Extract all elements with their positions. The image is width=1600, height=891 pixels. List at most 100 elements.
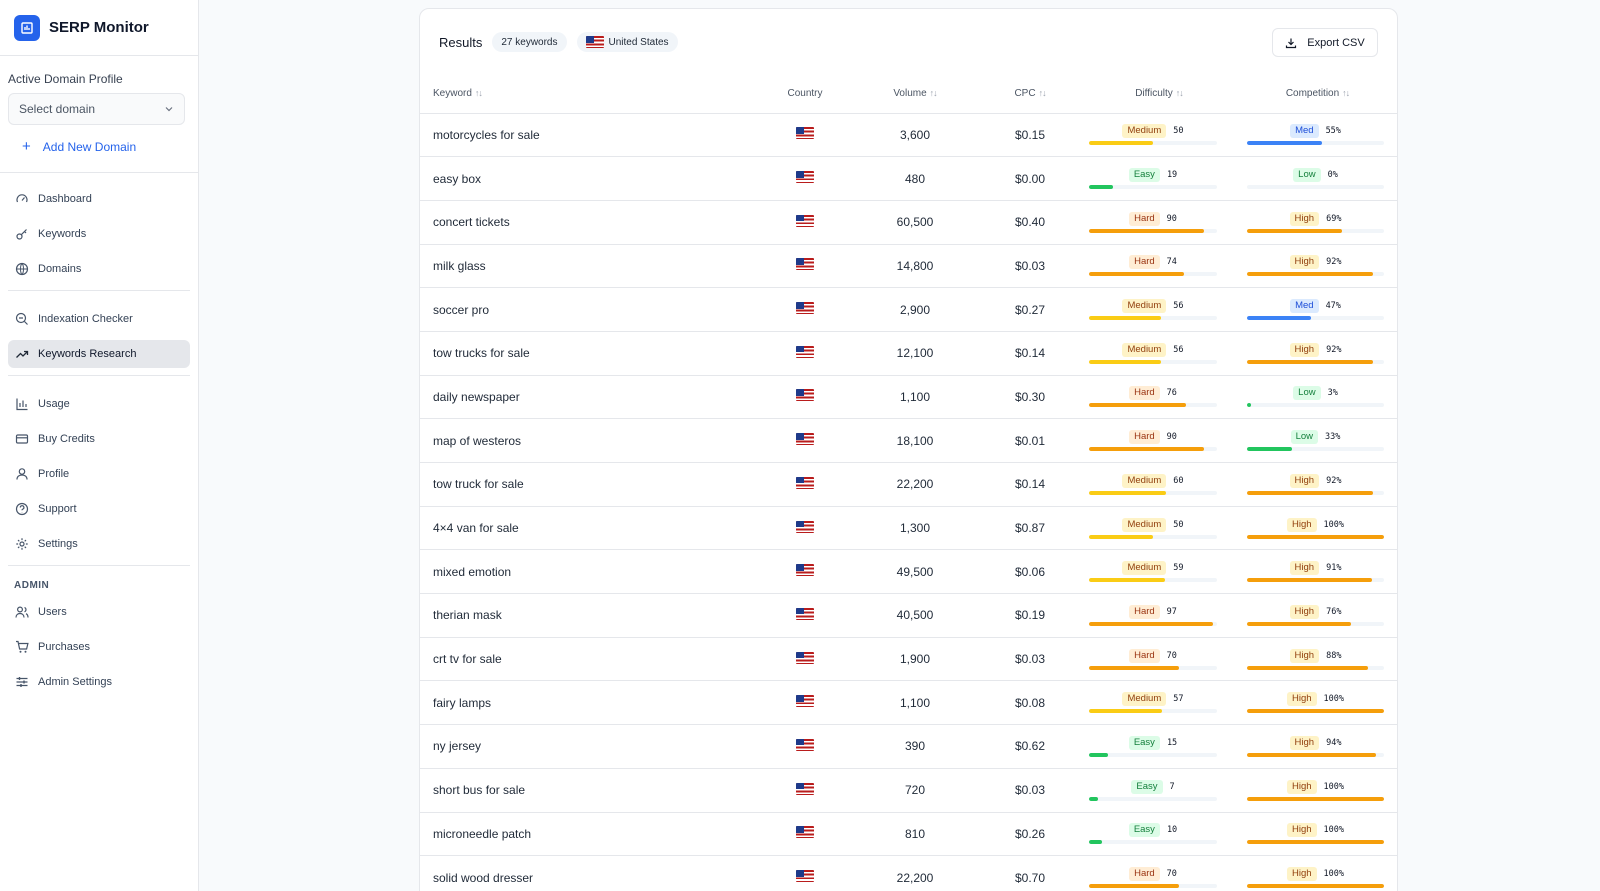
column-header-keyword[interactable]: Keyword ↑↓ <box>420 75 760 114</box>
difficulty-cell: Easy 19 <box>1080 156 1238 201</box>
competition-badge: High <box>1289 604 1320 619</box>
difficulty-badge: Medium <box>1122 342 1167 357</box>
table-row[interactable]: microneedle patch 810 $0.26 Easy 10 High 100% <box>420 812 1397 857</box>
sidebar-item-admin-settings[interactable]: Admin Settings <box>8 668 190 696</box>
competition-score: 100% <box>1323 519 1345 530</box>
country-cell <box>760 855 850 891</box>
sidebar-item-indexation-checker[interactable]: Indexation Checker <box>8 305 190 333</box>
gauge-icon <box>16 194 28 203</box>
sidebar-item-profile[interactable]: Profile <box>8 460 190 488</box>
country-cell <box>760 549 850 595</box>
competition-bar <box>1247 403 1384 408</box>
column-header-difficulty[interactable]: Difficulty ↑↓ <box>1080 75 1238 114</box>
table-row[interactable]: solid wood dresser 22,200 $0.70 Hard 70 High 1… <box>420 855 1397 891</box>
competition-bar <box>1247 796 1384 801</box>
sidebar-item-keywords[interactable]: Keywords <box>8 220 190 248</box>
competition-badge: High <box>1289 473 1320 488</box>
export-csv-button[interactable]: Export CSV <box>1272 28 1378 57</box>
competition-cell: High 100% <box>1238 855 1397 891</box>
table-row[interactable]: soccer pro 2,900 $0.27 Medium 56 Med 47% <box>420 287 1397 332</box>
country-cell <box>760 113 850 158</box>
table-row[interactable]: mixed emotion 49,500 $0.06 Medium 59 High 91% <box>420 549 1397 595</box>
competition-bar <box>1247 884 1384 889</box>
difficulty-cell: Medium 56 <box>1080 287 1238 332</box>
table-row[interactable]: tow truck for sale 22,200 $0.14 Medium 60 Hig… <box>420 462 1397 507</box>
difficulty-bar <box>1089 884 1217 889</box>
difficulty-cell: Medium 57 <box>1080 680 1238 726</box>
difficulty-bar-fill <box>1089 141 1153 146</box>
domain-select[interactable]: Select domain <box>8 93 185 125</box>
sidebar-item-settings[interactable]: Settings <box>8 530 190 558</box>
competition-cell: High 88% <box>1238 637 1397 682</box>
sidebar-nav: Dashboard Keywords Domains Indexation Chec… <box>0 173 198 696</box>
difficulty-bar <box>1089 403 1217 408</box>
sidebar-item-users[interactable]: Users <box>8 598 190 626</box>
competition-cell: Med 55% <box>1238 113 1397 158</box>
difficulty-score: 97 <box>1166 606 1177 617</box>
export-csv-label: Export CSV <box>1307 36 1365 49</box>
app-logo-icon <box>14 14 40 41</box>
volume-cell: 49,500 <box>850 549 980 595</box>
add-domain-button[interactable]: + Add New Domain <box>8 139 190 154</box>
sidebar-item-label: Purchases <box>38 641 90 653</box>
sidebar-item-buy-credits[interactable]: Buy Credits <box>8 425 190 453</box>
sidebar-item-label: Buy Credits <box>38 433 95 445</box>
table-row[interactable]: crt tv for sale 1,900 $0.03 Hard 70 High 88% <box>420 637 1397 682</box>
table-row[interactable]: map of westeros 18,100 $0.01 Hard 90 Low 33% <box>420 418 1397 463</box>
difficulty-badge: Easy <box>1131 779 1163 794</box>
competition-bar-fill <box>1247 621 1352 626</box>
column-header-volume[interactable]: Volume ↑↓ <box>850 75 980 114</box>
competition-bar <box>1247 840 1384 845</box>
sidebar-item-keywords-research[interactable]: Keywords Research <box>8 340 190 368</box>
cpc-cell: $0.01 <box>980 418 1080 463</box>
competition-bar-fill <box>1247 403 1252 408</box>
brand[interactable]: SERP Monitor <box>0 0 198 56</box>
sidebar-item-label: Keywords Research <box>38 348 137 360</box>
difficulty-badge: Easy <box>1128 168 1160 183</box>
table-row[interactable]: ny jersey 390 $0.62 Easy 15 High 94% <box>420 724 1397 769</box>
column-label-country: Country <box>787 88 823 100</box>
sidebar-item-label: Indexation Checker <box>38 313 133 325</box>
difficulty-bar-fill <box>1089 884 1179 889</box>
sidebar-item-domains[interactable]: Domains <box>8 255 190 283</box>
sidebar-item-usage[interactable]: Usage <box>8 390 190 418</box>
table-row[interactable]: easy box 480 $0.00 Easy 19 Low 0% <box>420 156 1397 201</box>
column-label-keyword: Keyword <box>433 88 472 100</box>
table-row[interactable]: tow trucks for sale 12,100 $0.14 Medium 56 Hi… <box>420 331 1397 376</box>
sidebar-item-support[interactable]: Support <box>8 495 190 523</box>
difficulty-cell: Easy 10 <box>1080 812 1238 857</box>
cpc-cell: $0.03 <box>980 244 1080 289</box>
table-row[interactable]: short bus for sale 720 $0.03 Easy 7 High 100% <box>420 768 1397 813</box>
difficulty-badge: Hard <box>1129 867 1160 882</box>
volume-cell: 480 <box>850 156 980 201</box>
help-circle-icon <box>15 502 29 516</box>
results-panel: Results 27 keywords United States Export… <box>419 8 1398 891</box>
us-flag-icon <box>796 651 814 664</box>
sidebar-item-purchases[interactable]: Purchases <box>8 633 190 661</box>
sidebar-item-label: Profile <box>38 468 70 480</box>
difficulty-cell: Hard 70 <box>1080 637 1238 682</box>
table-row[interactable]: therian mask 40,500 $0.19 Hard 97 High 76% <box>420 593 1397 638</box>
difficulty-bar <box>1089 141 1217 146</box>
table-row[interactable]: 4×4 van for sale 1,300 $0.87 Medium 50 High 10… <box>420 506 1397 551</box>
table-row[interactable]: motorcycles for sale 3,600 $0.15 Medium 50 Me… <box>420 113 1397 158</box>
table-row[interactable]: daily newspaper 1,100 $0.30 Hard 76 Low 3% <box>420 375 1397 420</box>
keyword-cell: ny jersey <box>420 724 760 769</box>
us-flag-icon <box>796 564 814 577</box>
competition-score: 92% <box>1326 257 1342 268</box>
competition-score: 100% <box>1323 694 1345 705</box>
table-row[interactable]: fairy lamps 1,100 $0.08 Medium 57 High 100% <box>420 680 1397 726</box>
difficulty-score: 59 <box>1173 563 1184 574</box>
column-header-competition[interactable]: Competition ↑↓ <box>1238 75 1397 114</box>
us-flag-icon <box>796 520 814 533</box>
competition-bar <box>1247 316 1384 321</box>
column-header-cpc[interactable]: CPC ↑↓ <box>980 75 1080 114</box>
table-row[interactable]: milk glass 14,800 $0.03 Hard 74 High 92% <box>420 244 1397 289</box>
country-badge: United States <box>576 32 678 52</box>
country-cell <box>760 724 850 769</box>
sidebar-item-dashboard[interactable]: Dashboard <box>8 185 190 213</box>
sidebar-item-label: Admin Settings <box>38 676 112 688</box>
difficulty-badge: Medium <box>1122 124 1167 139</box>
table-row[interactable]: concert tickets 60,500 $0.40 Hard 90 High 69% <box>420 200 1397 245</box>
difficulty-bar-fill <box>1089 752 1109 757</box>
